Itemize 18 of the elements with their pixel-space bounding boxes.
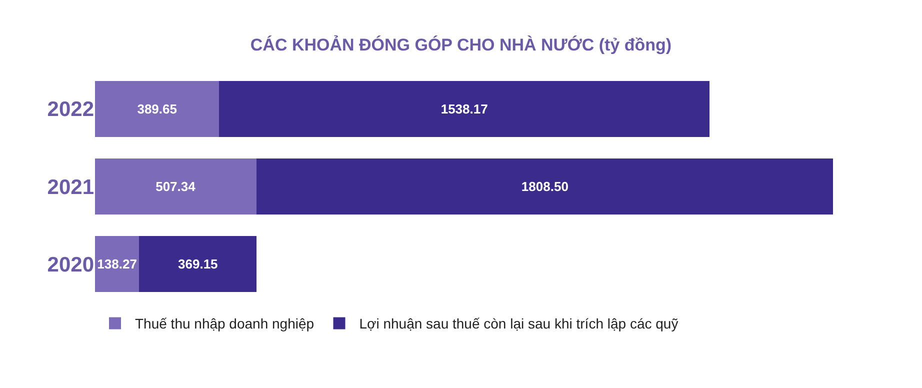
y-tick-label: 2022 bbox=[47, 98, 94, 122]
chart-title: CÁC KHOẢN ĐÓNG GÓP CHO NHÀ NƯỚC (tỷ đồng) bbox=[250, 34, 672, 55]
data-label: 138.27 bbox=[97, 256, 137, 272]
y-tick-label: 2020 bbox=[47, 254, 94, 277]
bar bbox=[95, 158, 257, 214]
data-label: 389.65 bbox=[137, 101, 177, 116]
y-tick-label: 2021 bbox=[47, 176, 94, 199]
data-label: 1808.50 bbox=[521, 179, 568, 194]
bar bbox=[139, 236, 257, 292]
data-label: 1538.17 bbox=[440, 101, 488, 116]
bar bbox=[219, 80, 710, 137]
data-label: 507.34 bbox=[156, 179, 196, 194]
bar bbox=[256, 158, 834, 214]
bar bbox=[95, 80, 220, 137]
data-label: 369.15 bbox=[178, 256, 218, 272]
legend-label: Lợi nhuận sau thuế còn lại sau khi trích lập các quỹ bbox=[359, 316, 678, 332]
legend-label: Thuế thu nhập doanh nghiệp bbox=[135, 316, 314, 332]
bar bbox=[95, 236, 140, 292]
